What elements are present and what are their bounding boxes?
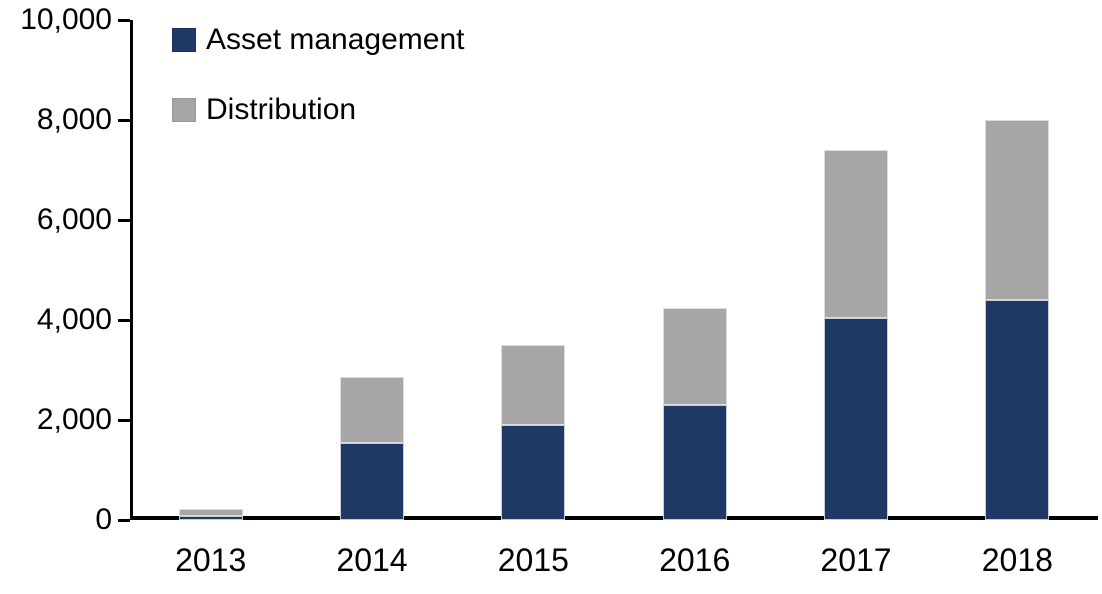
legend-label-distribution: Distribution — [206, 93, 357, 126]
y-tick — [118, 518, 130, 522]
bar-segment-asset-management-2015 — [501, 425, 566, 520]
legend-swatch-asset-management — [172, 28, 196, 52]
bar-segment-asset-management-2018 — [985, 300, 1050, 520]
plot-area — [130, 20, 1098, 520]
legend-item-distribution: Distribution — [172, 93, 464, 127]
x-axis-label-2017: 2017 — [820, 542, 892, 578]
bar-segment-distribution-2014 — [340, 377, 404, 443]
y-tick — [118, 218, 130, 222]
y-tick-label: 8,000 — [36, 103, 112, 136]
y-tick-label: 6,000 — [36, 203, 112, 236]
bar-segment-asset-management-2016 — [662, 405, 727, 520]
bar-segment-asset-management-2013 — [178, 516, 243, 520]
y-tick-label: 2,000 — [36, 403, 112, 436]
x-axis-label-2016: 2016 — [659, 542, 731, 578]
y-tick-label: 4,000 — [36, 303, 112, 336]
bar-segment-asset-management-2017 — [824, 317, 888, 520]
legend: Asset management Distribution — [172, 23, 464, 127]
bar-segment-distribution-2018 — [985, 120, 1050, 300]
y-tick — [118, 118, 130, 122]
legend-label-asset-management: Asset management — [206, 23, 465, 56]
bar-segment-distribution-2017 — [824, 150, 888, 318]
x-axis-label-2013: 2013 — [175, 542, 247, 578]
bar-segment-asset-management-2014 — [340, 442, 404, 520]
legend-swatch-distribution — [172, 98, 196, 122]
y-tick — [118, 18, 130, 22]
y-tick — [118, 318, 130, 322]
legend-item-asset-management: Asset management — [172, 23, 464, 57]
x-axis-label-2014: 2014 — [336, 542, 408, 578]
y-tick-label: 0 — [95, 503, 112, 536]
bar-segment-distribution-2016 — [662, 307, 727, 405]
x-axis-label-2018: 2018 — [981, 542, 1053, 578]
bar-segment-distribution-2015 — [501, 345, 566, 425]
bar-segment-distribution-2013 — [178, 509, 243, 516]
x-axis-label-2015: 2015 — [497, 542, 569, 578]
y-tick — [118, 418, 130, 422]
y-tick-label: 10,000 — [20, 3, 112, 36]
